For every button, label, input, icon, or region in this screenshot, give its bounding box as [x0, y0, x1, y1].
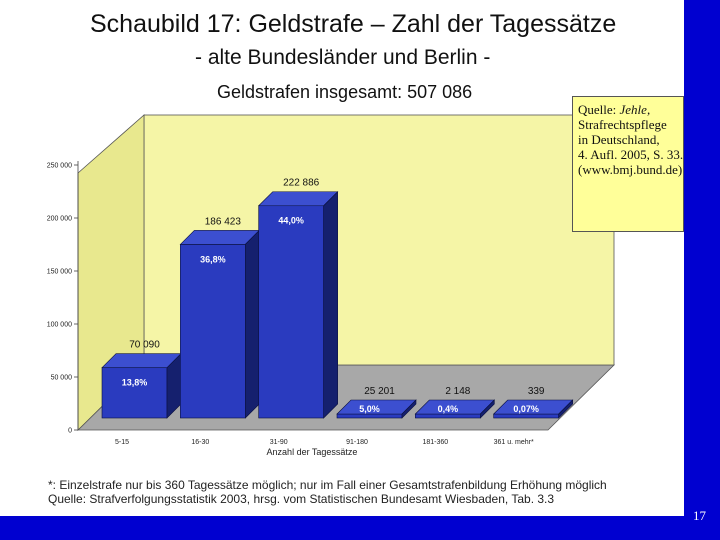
bar-side	[401, 399, 417, 419]
bar-value-label: 2 148	[445, 386, 470, 397]
chart-total: Geldstrafen insgesamt: 507 086	[217, 82, 473, 102]
bar-value-label: 222 886	[283, 178, 320, 189]
x-tick-label: 16-30	[191, 439, 209, 446]
y-tick-label: 0	[68, 428, 72, 435]
source-note: Quelle: Jehle, Strafrechtspflege in Deut…	[572, 96, 684, 232]
page-number: 17	[693, 508, 706, 523]
source-line-3: in Deutschland,	[578, 132, 660, 147]
bar-front	[258, 205, 324, 419]
y-tick-label: 200 000	[47, 216, 72, 223]
bar-percent-label: 36,8%	[200, 254, 226, 264]
x-tick-label: 31-90	[270, 439, 288, 446]
bar-percent-label: 44,0%	[278, 216, 304, 226]
bar-side	[323, 191, 338, 419]
bar-side	[480, 399, 495, 419]
y-tick-label: 250 000	[47, 163, 72, 170]
y-tick-label: 100 000	[47, 322, 72, 329]
bar-percent-label: 5,0%	[359, 404, 380, 414]
bar-value-label: 186 423	[205, 216, 242, 227]
bar-front	[493, 413, 559, 419]
bar-value-label: 70 090	[129, 340, 160, 351]
slide-accent-bar-bottom	[0, 516, 720, 540]
bar-percent-label: 0,4%	[438, 404, 459, 414]
bar-front	[101, 367, 168, 419]
bar-side	[558, 399, 573, 419]
statistics-source: Quelle: Strafverfolgungsstatistik 2003, …	[48, 492, 555, 506]
bar-front	[180, 244, 246, 419]
source-line-2: Strafrechtspflege	[578, 117, 667, 132]
slide-title: Schaubild 17: Geldstrafe – Zahl der Tage…	[90, 10, 617, 38]
y-tick-label: 50 000	[51, 375, 73, 382]
footnote: *: Einzelstrafe nur bis 360 Tagessätze m…	[48, 478, 607, 492]
y-tick-label: 150 000	[47, 269, 72, 276]
bar-percent-label: 13,8%	[122, 378, 148, 388]
source-line-1: Quelle: Jehle,	[578, 102, 651, 117]
x-tick-label: 361 u. mehr*	[494, 439, 534, 446]
bar-value-label: 339	[528, 386, 545, 397]
bar-front	[415, 413, 481, 419]
bar-front	[336, 413, 403, 419]
source-line-4: 4. Aufl. 2005, S. 33.	[578, 147, 684, 162]
x-tick-label: 5-15	[115, 439, 129, 446]
bar-side	[245, 229, 260, 419]
slide-subtitle: - alte Bundesländer und Berlin -	[195, 46, 491, 69]
x-axis-title: Anzahl der Tagessätze	[267, 447, 358, 457]
x-tick-label: 91-180	[346, 439, 368, 446]
slide-accent-bar-right	[684, 0, 720, 540]
bar-percent-label: 0,07%	[513, 404, 539, 414]
source-line-5: (www.bmj.bund.de)	[578, 162, 683, 177]
x-tick-label: 181-360	[422, 439, 448, 446]
bar-value-label: 25 201	[364, 386, 395, 397]
